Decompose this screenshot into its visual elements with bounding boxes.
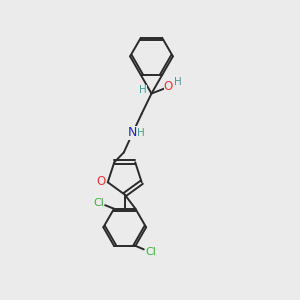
Text: Cl: Cl [93, 198, 104, 208]
Text: Cl: Cl [146, 247, 156, 257]
Text: H: H [174, 77, 182, 87]
Text: N: N [128, 126, 137, 139]
Text: H: H [139, 85, 147, 95]
Text: O: O [97, 175, 106, 188]
Text: O: O [164, 80, 173, 93]
Text: H: H [137, 128, 145, 138]
